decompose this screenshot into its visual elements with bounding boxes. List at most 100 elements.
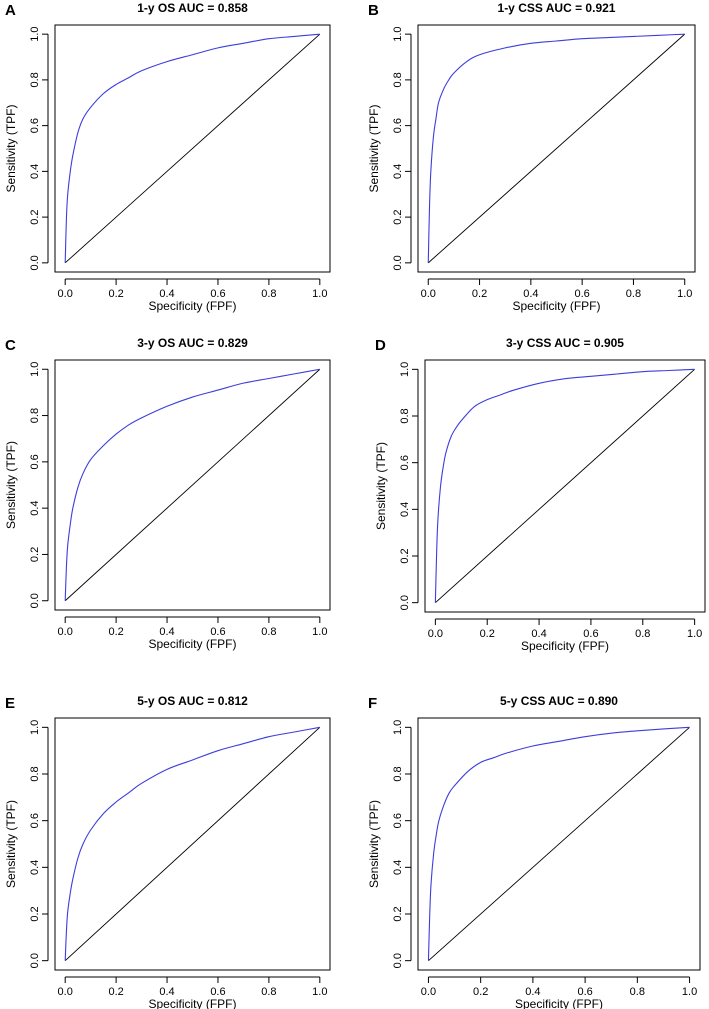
x-tick-label: 0.8 xyxy=(261,986,276,998)
x-tick-label: 0.6 xyxy=(583,628,598,640)
y-tick-label: 0.4 xyxy=(29,860,41,875)
chart-title: 1-y OS AUC = 0.858 xyxy=(137,1,248,15)
x-tick-label: 0.8 xyxy=(630,986,645,998)
x-tick-label: 0.0 xyxy=(421,986,436,998)
y-tick-label: 0.8 xyxy=(29,766,41,781)
x-tick-label: 0.6 xyxy=(210,626,225,638)
y-tick-label: 0.2 xyxy=(392,209,404,224)
x-tick-label: 0.6 xyxy=(210,288,225,300)
chart-title: 5-y OS AUC = 0.812 xyxy=(137,694,248,708)
y-tick-label: 0.6 xyxy=(392,118,404,133)
y-tick-label: 0.2 xyxy=(29,547,41,562)
x-tick-label: 0.0 xyxy=(58,986,73,998)
y-tick-label: 1.0 xyxy=(392,26,404,41)
roc-panel-e: E 5-y OS AUC = 0.812 0.0 0.2 0.4 0.6 0.8 1.0 Spe… xyxy=(4,694,331,1009)
x-tick-label: 0.4 xyxy=(159,288,174,300)
x-tick-label: 0.2 xyxy=(480,628,495,640)
y-tick-label: 0.4 xyxy=(29,164,41,179)
x-tick-label: 0.2 xyxy=(108,626,123,638)
y-tick-label: 0.4 xyxy=(392,164,404,179)
x-axis-label: Specificity (FPF) xyxy=(148,997,236,1009)
y-tick-label: 0.6 xyxy=(399,455,411,470)
y-axis-label: Sensitivity (TPF) xyxy=(4,104,18,192)
x-tick-label: 0.8 xyxy=(635,628,650,640)
y-axis-label: Sensitivity (TPF) xyxy=(4,441,18,529)
y-tick-label: 0.4 xyxy=(399,502,411,517)
chart-title: 5-y CSS AUC = 0.890 xyxy=(500,694,618,708)
plot-frame xyxy=(417,717,701,971)
reference-diagonal-line xyxy=(427,33,686,264)
reference-diagonal-line xyxy=(64,727,321,961)
x-tick-label: 0.6 xyxy=(577,986,592,998)
roc-panel-c: C 3-y OS AUC = 0.829 0.0 0.2 0.4 0.6 0.8 1.0 Spe… xyxy=(4,336,331,651)
reference-diagonal-line xyxy=(64,368,321,602)
reference-diagonal-line xyxy=(64,33,321,264)
y-tick-label: 0.2 xyxy=(29,906,41,921)
panel-letter: E xyxy=(5,695,15,712)
x-axis-label: Specificity (FPF) xyxy=(148,637,236,651)
panels-container: A 1-y OS AUC = 0.858 0.0 0.2 0.4 0.6 0.8 1.0 Spe… xyxy=(4,1,706,1009)
y-tick-label: 1.0 xyxy=(399,362,411,377)
reference-diagonal-line xyxy=(428,726,690,962)
chart-title: 3-y CSS AUC = 0.905 xyxy=(506,336,624,350)
y-axis-label: Sensitivity (TPF) xyxy=(367,800,381,888)
plot-frame xyxy=(417,24,696,273)
x-tick-label: 0.6 xyxy=(574,288,589,300)
x-tick-label: 1.0 xyxy=(312,626,327,638)
y-tick-label: 0.8 xyxy=(392,766,404,781)
y-tick-label: 0.6 xyxy=(29,813,41,828)
panel-letter: C xyxy=(5,337,16,354)
x-tick-label: 0.0 xyxy=(58,626,73,638)
roc-curve-line xyxy=(427,33,685,263)
x-tick-label: 0.0 xyxy=(421,288,436,300)
x-tick-label: 0.6 xyxy=(210,986,225,998)
chart-title: 3-y OS AUC = 0.829 xyxy=(137,336,248,350)
y-tick-label: 0.6 xyxy=(392,813,404,828)
y-axis-label: Sensitivity (TPF) xyxy=(367,104,381,192)
roc-curve-line xyxy=(64,33,320,263)
roc-panel-f: F 5-y CSS AUC = 0.890 0.0 0.2 0.4 0.6 0.8 1.0 Sp… xyxy=(367,694,701,1009)
panel-letter: B xyxy=(368,2,379,19)
y-tick-label: 0.8 xyxy=(29,72,41,87)
reference-diagonal-line xyxy=(435,368,695,604)
x-tick-label: 1.0 xyxy=(312,288,327,300)
x-tick-label: 0.8 xyxy=(261,626,276,638)
y-tick-label: 0.0 xyxy=(29,593,41,608)
y-tick-label: 0.0 xyxy=(392,953,404,968)
chart-title: 1-y CSS AUC = 0.921 xyxy=(498,1,616,15)
x-tick-label: 1.0 xyxy=(677,288,692,300)
y-tick-label: 0.8 xyxy=(29,408,41,423)
y-axis-label: Sensitivity (TPF) xyxy=(4,800,18,888)
x-tick-label: 0.8 xyxy=(261,288,276,300)
x-tick-label: 1.0 xyxy=(682,986,697,998)
x-tick-label: 0.2 xyxy=(472,288,487,300)
roc-panel-d: D 3-y CSS AUC = 0.905 0.0 0.2 0.4 0.6 0.8 1.0 Sp… xyxy=(374,336,706,653)
x-tick-label: 0.8 xyxy=(626,288,641,300)
plot-frame xyxy=(424,359,706,613)
y-tick-label: 1.0 xyxy=(392,720,404,735)
x-tick-label: 0.0 xyxy=(428,628,443,640)
y-tick-label: 0.8 xyxy=(392,72,404,87)
y-axis-label: Sensitivity (TPF) xyxy=(374,442,388,530)
y-tick-label: 0.2 xyxy=(399,548,411,563)
x-tick-label: 0.4 xyxy=(159,986,174,998)
y-tick-label: 0.2 xyxy=(392,906,404,921)
y-tick-label: 0.0 xyxy=(29,953,41,968)
roc-panel-b: B 1-y CSS AUC = 0.921 0.0 0.2 0.4 0.6 0.8 1.0 Sp… xyxy=(367,1,696,313)
x-tick-label: 0.0 xyxy=(58,288,73,300)
x-axis-label: Specificity (FPF) xyxy=(521,639,609,653)
x-tick-label: 0.4 xyxy=(525,986,540,998)
y-tick-label: 0.0 xyxy=(392,255,404,270)
x-axis-label: Specificity (FPF) xyxy=(515,997,603,1009)
x-axis-label: Specificity (FPF) xyxy=(512,299,600,313)
x-tick-label: 0.4 xyxy=(531,628,546,640)
y-tick-label: 1.0 xyxy=(29,362,41,377)
x-tick-label: 0.2 xyxy=(108,986,123,998)
x-tick-label: 0.4 xyxy=(523,288,538,300)
panel-letter: D xyxy=(375,337,386,354)
plot-frame xyxy=(54,717,331,971)
y-tick-label: 0.0 xyxy=(29,255,41,270)
roc-curve-line xyxy=(427,726,690,961)
